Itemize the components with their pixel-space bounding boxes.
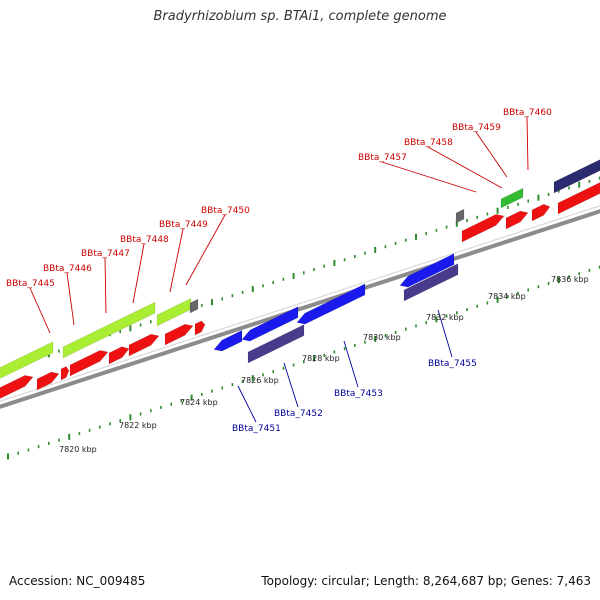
- leader-line: [237, 385, 257, 423]
- tick-label: 7828 kbp: [302, 354, 340, 363]
- leader-line: [283, 362, 299, 408]
- gene-label-forward: BBta_7446: [43, 264, 92, 274]
- tick-label: 7830 kbp: [363, 333, 401, 342]
- backbone-highlight: [0, 205, 600, 402]
- backbone-line: [0, 209, 600, 409]
- genome-backbone: [0, 205, 600, 409]
- gene-label-forward: BBta_7449: [159, 220, 208, 230]
- gene-arrow-forward: [60, 366, 70, 381]
- gene-label-reverse: BBta_7455: [428, 359, 477, 369]
- genome-title: Bradyrhizobium sp. BTAi1, complete genom…: [153, 9, 447, 24]
- leader-line: [343, 340, 359, 388]
- gene-label-forward: BBta_7448: [120, 235, 169, 245]
- leader-line: [437, 309, 453, 358]
- gene-arrow-forward: [557, 182, 600, 215]
- leader-line: [29, 287, 51, 334]
- genome-summary-text: Topology: circular; Length: 8,264,687 bp…: [261, 574, 591, 588]
- gene-features: [0, 159, 600, 399]
- tick-label: 7820 kbp: [59, 445, 97, 454]
- gene-arrow-forward: [36, 371, 60, 391]
- gene-arrow-forward: [108, 346, 130, 365]
- gene-label-forward: BBta_7457: [358, 153, 407, 163]
- tick-label: 7822 kbp: [119, 421, 157, 430]
- gene-cds-block: [62, 301, 156, 359]
- leader-line: [104, 257, 107, 314]
- leader-line: [427, 146, 503, 189]
- gene-labels: BBta_7445 BBta_7446 BBta_7447 BBta_7448 BBta…: [6, 108, 552, 434]
- tick-label: 7832 kbp: [426, 313, 464, 322]
- gene-arrow-forward: [461, 214, 505, 243]
- gene-label-forward: BBta_7459: [452, 123, 501, 133]
- gene-label-forward: BBta_7460: [503, 108, 552, 118]
- gene-label-reverse: BBta_7452: [274, 409, 323, 419]
- leader-line: [66, 272, 75, 326]
- gene-label-forward: BBta_7445: [6, 279, 55, 289]
- tick-labels: 7820 kbp 7822 kbp 7824 kbp 7826 kbp 7828 kbp…: [59, 275, 589, 454]
- gene-misc: [189, 298, 199, 314]
- gene-arrow-reverse: [213, 329, 243, 352]
- label-leader-lines: [29, 116, 529, 423]
- gene-arrow-forward: [164, 323, 194, 346]
- leader-line: [526, 116, 529, 171]
- leader-line: [132, 243, 145, 304]
- gene-cds-block: [500, 187, 524, 209]
- accession-text: Accession: NC_009485: [9, 574, 146, 588]
- gene-label-forward: BBta_7450: [201, 206, 250, 216]
- leader-line: [475, 131, 508, 178]
- gene-cds-block: [247, 324, 305, 364]
- tick-label: 7834 kbp: [488, 292, 526, 301]
- gene-arrow-forward: [69, 350, 109, 377]
- leader-line: [185, 214, 226, 286]
- gene-cds-block: [403, 263, 459, 302]
- gene-cds-block: [0, 341, 54, 379]
- tick-label: 7836 kbp: [551, 275, 589, 284]
- gene-label-forward: BBta_7458: [404, 138, 453, 148]
- gene-arrow-reverse: [241, 306, 299, 342]
- gene-cds-block: [553, 159, 600, 194]
- gene-cds-block: [156, 297, 192, 327]
- gene-arrow-forward: [128, 333, 160, 357]
- leader-line: [169, 228, 184, 293]
- tick-label: 7826 kbp: [241, 376, 279, 385]
- gene-arrow-forward: [0, 375, 34, 399]
- gene-label-reverse: BBta_7453: [334, 389, 383, 399]
- gene-arrow-reverse: [399, 253, 455, 288]
- tick-label: 7824 kbp: [180, 398, 218, 407]
- gene-arrow-forward: [194, 320, 206, 336]
- gene-misc: [455, 208, 465, 224]
- gene-arrow-forward: [531, 203, 551, 222]
- gene-label-forward: BBta_7447: [81, 249, 130, 259]
- leader-line: [381, 161, 477, 193]
- gene-arrow-reverse: [296, 283, 366, 325]
- gene-arrow-forward: [505, 210, 529, 230]
- gene-label-reverse: BBta_7451: [232, 424, 281, 434]
